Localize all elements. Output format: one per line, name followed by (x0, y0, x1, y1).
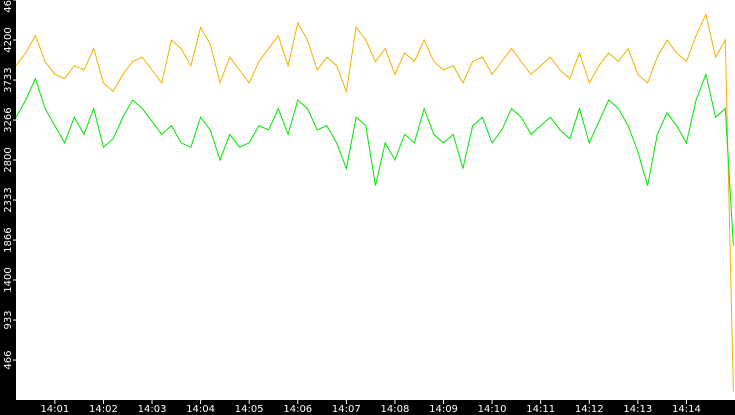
y-tick-label: 3266 (3, 107, 14, 132)
x-tick-label: 14:01 (40, 404, 69, 415)
y-tick-label: 3733 (3, 67, 14, 92)
y-tick-label: 466 (3, 351, 14, 370)
y-tick-label: 2333 (3, 187, 14, 212)
y-tick-label: 4667 (3, 0, 14, 13)
x-tick-label: 14:08 (381, 404, 410, 415)
x-tick-label: 14:12 (575, 404, 604, 415)
x-axis: 14:01 14:02 14:03 14:04 14:05 14:06 14:07 14:08… (40, 400, 701, 415)
x-tick-label: 14:14 (672, 404, 701, 415)
x-tick-label: 14:04 (186, 404, 215, 415)
x-tick-label: 14:02 (89, 404, 118, 415)
y-tick-label: 1866 (3, 227, 14, 252)
x-tick-label: 14:03 (138, 404, 167, 415)
plot-background (16, 0, 735, 400)
series-layer (15, 12, 734, 392)
y-tick-label: 2800 (3, 147, 14, 172)
x-tick-label: 14:07 (332, 404, 361, 415)
series-line-2 (15, 72, 734, 246)
y-tick-label: 1400 (3, 267, 14, 292)
y-axis: 466 933 1400 1866 2333 2800 3266 3733 4200 4667 (3, 0, 16, 370)
y-tick-label: 4200 (3, 27, 14, 52)
x-tick-label: 14:05 (235, 404, 264, 415)
x-tick-label: 14:06 (283, 404, 312, 415)
series-line-1 (15, 12, 734, 392)
x-tick-label: 14:09 (429, 404, 458, 415)
x-tick-label: 14:11 (526, 404, 555, 415)
x-tick-label: 14:10 (478, 404, 507, 415)
y-tick-label: 933 (3, 310, 14, 329)
x-tick-label: 14:13 (623, 404, 652, 415)
